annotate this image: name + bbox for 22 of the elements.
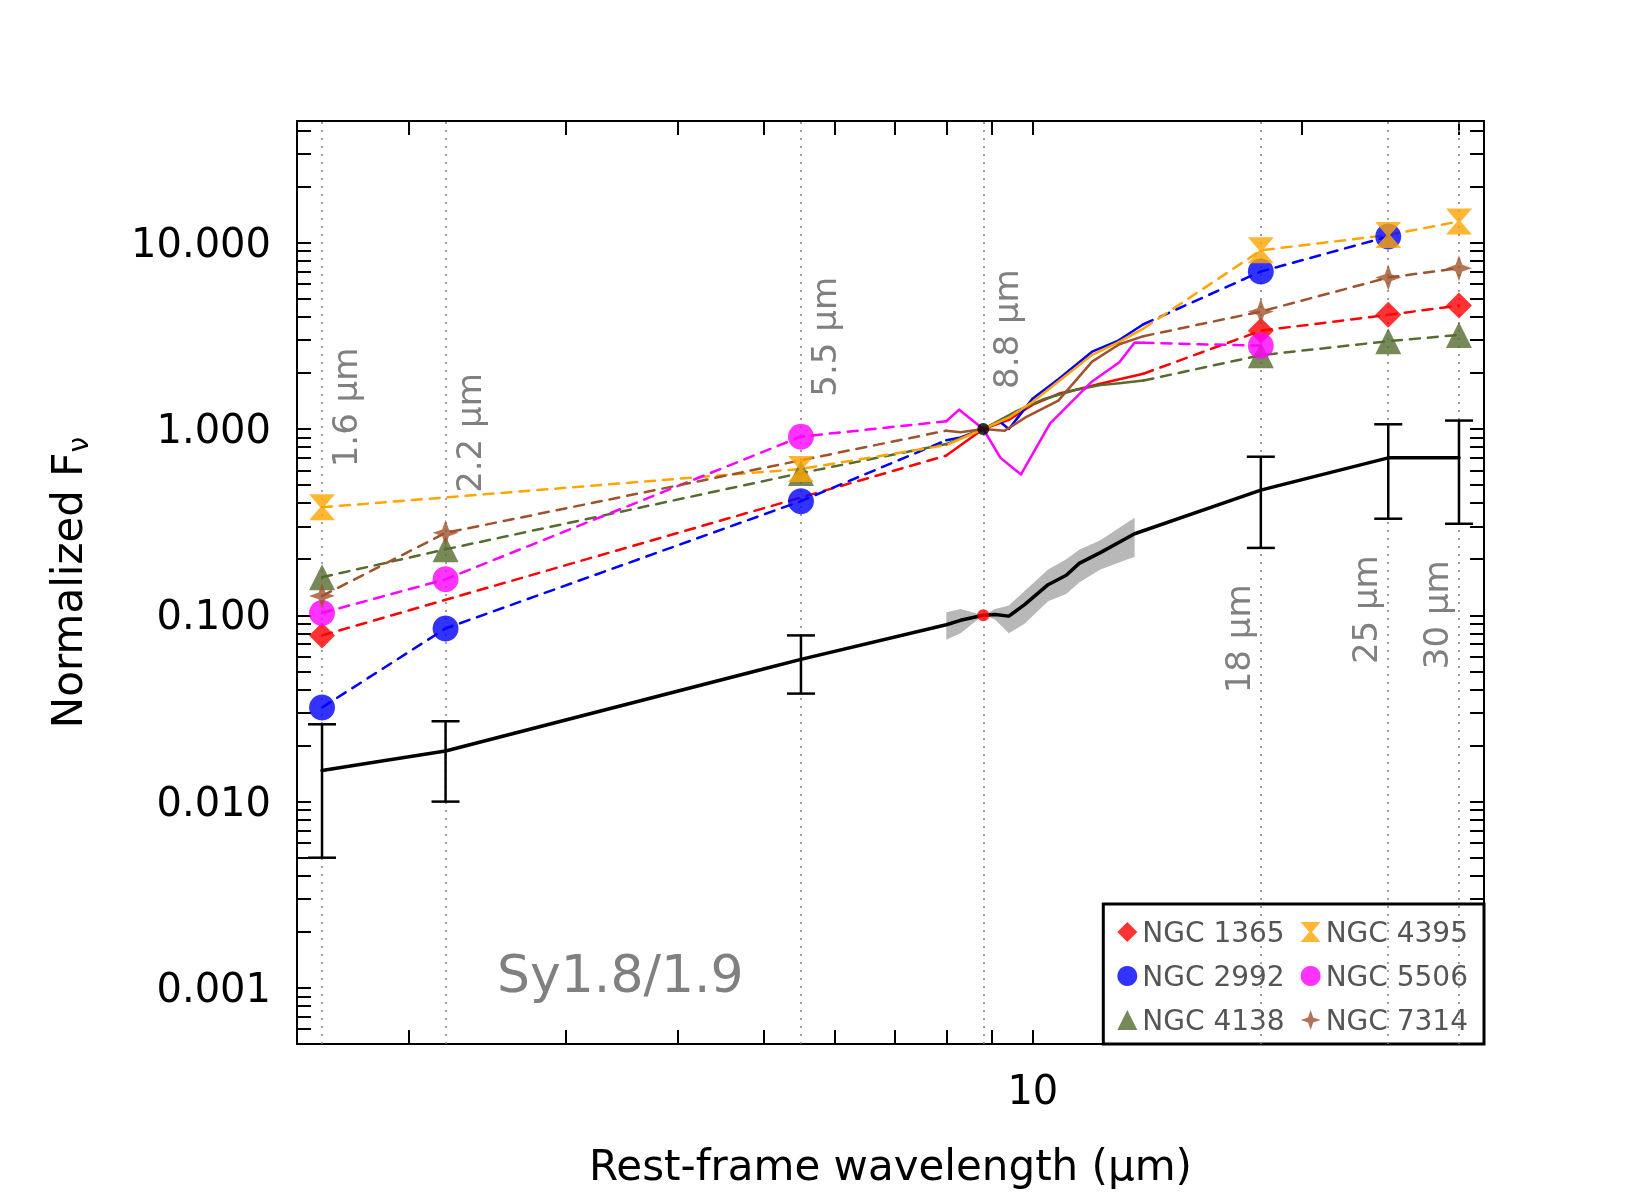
y-tick-label: 0.001 — [156, 964, 271, 1011]
ref-line-label: 1.6 μm — [325, 347, 366, 468]
x-axis-title: Rest-frame wavelength (μm) — [589, 1140, 1192, 1190]
ref-line-label: 18 μm — [1217, 584, 1258, 694]
text: 10 — [1007, 1067, 1059, 1113]
annotation: Sy1.8/1.9 — [497, 944, 744, 1004]
y-axis-title: Normalized Fν — [42, 436, 95, 729]
ref-line-label: 2.2 μm — [448, 373, 489, 493]
ref-line-label: 25 μm — [1345, 555, 1386, 665]
ref-line-label: 5.5 μm — [803, 276, 844, 397]
legend-label: NGC 5506 — [1325, 959, 1469, 993]
y-tick-label: 0.010 — [156, 778, 271, 825]
ref-line-label: 30 μm — [1415, 560, 1456, 670]
legend-label: NGC 1365 — [1142, 915, 1285, 949]
ref-line-label: 8.8 μm — [986, 269, 1027, 389]
y-tick-label: 1.000 — [156, 406, 271, 452]
y-tick-label: 0.100 — [156, 592, 271, 639]
legend-label: NGC 2992 — [1142, 959, 1285, 993]
legend-label: NGC 7314 — [1325, 1003, 1469, 1037]
legend-label: NGC 4138 — [1142, 1003, 1285, 1037]
legend-label: NGC 4395 — [1325, 915, 1469, 949]
y-tick-label: 10.000 — [131, 219, 271, 266]
